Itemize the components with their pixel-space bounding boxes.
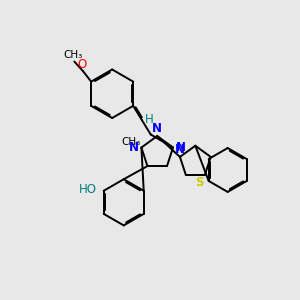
Text: CH₃: CH₃ <box>64 50 83 60</box>
Text: N: N <box>152 122 162 135</box>
Text: O: O <box>77 58 86 71</box>
Text: HO: HO <box>79 183 97 196</box>
Text: CH₃: CH₃ <box>121 137 140 147</box>
Text: S: S <box>195 176 204 189</box>
Text: N: N <box>176 141 186 154</box>
Text: N: N <box>175 142 185 155</box>
Text: H: H <box>145 113 154 126</box>
Text: N: N <box>129 141 139 154</box>
